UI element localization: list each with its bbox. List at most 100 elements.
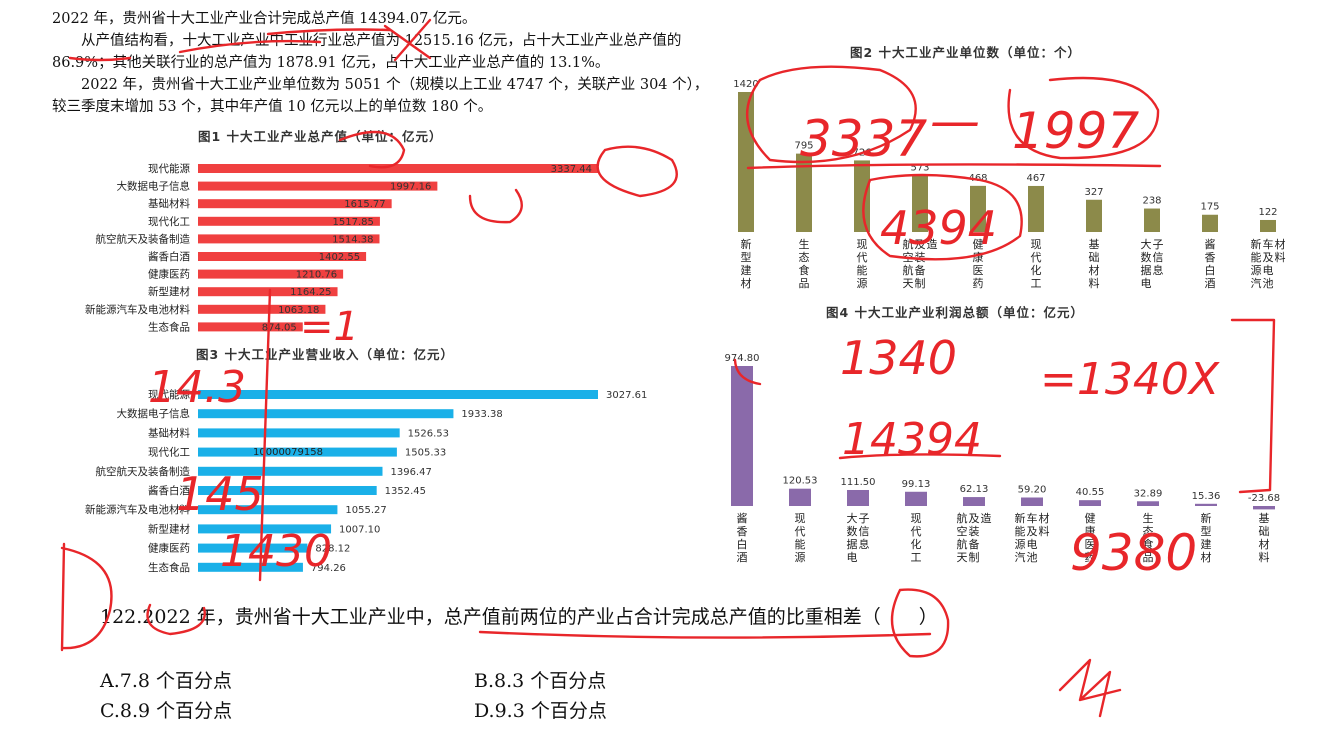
data-label: 828.12: [315, 544, 350, 555]
category-label: 型: [1201, 524, 1212, 538]
category-label: 航: [957, 537, 968, 551]
category-label: 制: [969, 551, 980, 564]
data-label: 120.53: [783, 476, 818, 487]
category-label: 据: [847, 537, 858, 551]
bar: [198, 505, 338, 515]
category-label: 数: [847, 525, 858, 538]
data-label: 1063.18: [278, 305, 319, 316]
category-label: 车: [1263, 237, 1274, 251]
category-label: 材: [1039, 511, 1050, 525]
bar: [1253, 506, 1275, 510]
data-label: 3027.61: [606, 390, 647, 401]
category-label: 酱香白酒: [148, 484, 190, 497]
data-label: 1933.38: [461, 409, 502, 420]
category-label: 药: [1085, 551, 1096, 564]
fig1-chart: 现代能源 3337.44 大数据电子信息 1997.16 基础材料 1615.77 现代化工…: [85, 162, 598, 333]
bar: [847, 489, 869, 506]
category-label: 造: [927, 237, 938, 251]
passage-p2: 从产值结构看，十大工业产业中工业行业总产值为 12515.16 亿元，占十大工业…: [52, 33, 682, 71]
option-c[interactable]: C.8.9 个百分点: [100, 700, 233, 722]
category-label: 生: [799, 237, 810, 251]
category-label: 能: [795, 537, 806, 551]
category-label: 健康医药: [148, 542, 190, 555]
data-label: 1352.45: [385, 486, 426, 497]
category-label: 汽: [1251, 276, 1262, 290]
category-label: 大数据电子信息: [117, 180, 191, 193]
category-label: 池: [1263, 277, 1274, 290]
bar: [198, 199, 392, 209]
category-label: 及: [969, 512, 980, 525]
data-label: 795: [794, 141, 813, 152]
bar: [198, 390, 598, 399]
data-label: 726: [852, 147, 871, 158]
category-label: 白: [737, 537, 748, 551]
category-label: 现代化工: [148, 215, 190, 228]
bar: [905, 491, 927, 506]
bar: [796, 153, 812, 232]
data-label: 3337.44: [551, 164, 592, 175]
category-label: 新: [1015, 511, 1026, 525]
data-label: 111.50: [841, 477, 876, 488]
category-label: 品: [799, 277, 810, 290]
option-b[interactable]: B.8.3 个百分点: [474, 670, 607, 692]
category-label: 代: [795, 525, 806, 538]
category-label: 车: [1027, 511, 1038, 525]
data-label: 1420: [733, 79, 758, 90]
data-label: 1007.10: [339, 524, 380, 535]
data-label: 99.13: [902, 479, 931, 490]
category-label: 健: [973, 238, 984, 251]
category-label: 电: [1263, 264, 1274, 277]
data-label: 468: [968, 173, 987, 184]
category-label: 空: [957, 524, 968, 538]
bar: [198, 466, 383, 476]
category-label: 生态食品: [148, 561, 190, 574]
bar: [198, 164, 598, 173]
category-label: 生态食品: [148, 320, 190, 333]
bar: [198, 322, 303, 332]
fig2-title: 图2 十大工业产业单位数（单位：个）: [850, 45, 1082, 60]
data-label: 327: [1084, 187, 1103, 198]
category-label: 工: [911, 551, 922, 564]
data-label: 974.80: [725, 353, 760, 364]
data-label: 59.20: [1018, 484, 1047, 495]
category-label: 酱香白酒: [148, 250, 190, 263]
bar: [970, 185, 986, 232]
category-label: 航空航天及装备制造: [96, 465, 191, 478]
bar: [1021, 497, 1043, 506]
data-label: 467: [1026, 173, 1045, 184]
bar: [1086, 199, 1102, 232]
category-label: 料: [1039, 524, 1050, 538]
category-label: 池: [1027, 551, 1038, 564]
bar: [198, 543, 308, 553]
category-label: 源: [1251, 263, 1262, 277]
bar: [198, 269, 344, 279]
category-label: 据: [1141, 263, 1152, 277]
data-label: 175: [1200, 202, 1219, 213]
category-label: 料: [1259, 550, 1270, 564]
question-stem: 122.2022 年，贵州省十大工业产业中，总产值前两位的产业占合计完成总产值的…: [52, 602, 992, 632]
category-label: 新: [1251, 237, 1262, 251]
data-label: 1615.77: [344, 199, 385, 210]
fig3-chart: 现代能源 3027.61 大数据电子信息 1933.38 基础材料 1526.53 现代化工…: [85, 388, 647, 574]
category-label: 天: [903, 277, 914, 290]
option-d[interactable]: D.9.3 个百分点: [474, 700, 607, 722]
category-label: 装: [915, 251, 926, 264]
category-label: 现: [857, 238, 868, 251]
category-label: 息: [1153, 263, 1164, 277]
category-label: 汽: [1015, 550, 1026, 564]
fig1-title: 图1 十大工业产业总产值（单位：亿元）: [198, 129, 443, 144]
category-label: 基础材料: [148, 197, 190, 210]
category-label: 电: [1141, 277, 1152, 290]
category-label: 电: [1027, 538, 1038, 551]
bar: [198, 409, 454, 419]
category-label: 新型建材: [148, 522, 190, 535]
question-text: 122.2022 年，贵州省十大工业产业中，总产值前两位的产业占合计完成总产值的…: [100, 606, 938, 628]
option-a[interactable]: A.7.8 个百分点: [100, 670, 233, 692]
category-label: 及: [915, 238, 926, 251]
category-label: 信: [1153, 251, 1164, 264]
category-label: 息: [859, 537, 870, 551]
category-label: 天: [957, 551, 968, 564]
ink-scribble: [1058, 658, 1122, 718]
data-label: 1505.33: [405, 448, 446, 459]
bar: [1137, 501, 1159, 506]
